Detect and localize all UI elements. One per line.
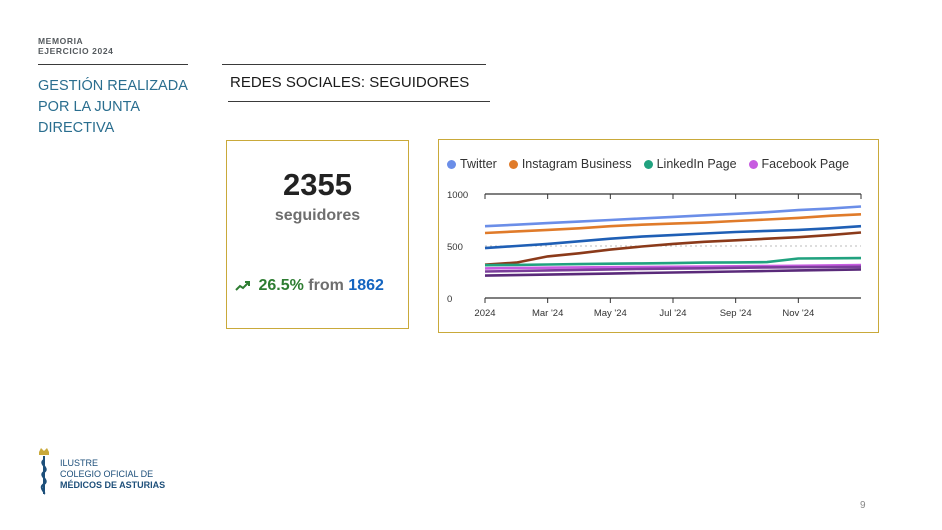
series-line-0 bbox=[484, 205, 862, 228]
growth-previous-value: 1862 bbox=[348, 277, 384, 294]
series-line-2 bbox=[484, 224, 862, 250]
section-title: GESTIÓN REALIZADA POR LA JUNTA DIRECTIVA bbox=[38, 78, 188, 136]
y-tick-label: 0 bbox=[447, 294, 452, 305]
growth-indicator: 26.5% from 1862 bbox=[235, 277, 384, 295]
legend-label: LinkedIn Page bbox=[656, 157, 737, 171]
logo-line-1: ILUSTRE bbox=[60, 458, 99, 468]
legend-dot-icon bbox=[508, 159, 518, 169]
legend-label: Instagram Business bbox=[521, 157, 632, 171]
header-rule-right bbox=[222, 64, 486, 65]
logo-line-2: COLEGIO OFICIAL DE bbox=[60, 469, 154, 479]
x-tick-label: Nov '24 bbox=[782, 308, 814, 319]
series-line-1 bbox=[484, 213, 862, 235]
trending-up-icon bbox=[235, 280, 250, 291]
legend-dot-icon bbox=[447, 159, 456, 169]
x-tick-label: Mar '24 bbox=[532, 308, 563, 319]
followers-line-chart: Twitter Instagram Business LinkedIn Page Fa… bbox=[438, 139, 879, 333]
series-line-6 bbox=[484, 265, 862, 273]
chart-legend: Twitter Instagram Business LinkedIn Page Fa… bbox=[447, 157, 849, 171]
legend-dot-icon bbox=[748, 159, 758, 169]
followers-label: seguidores bbox=[274, 207, 361, 224]
series-line-3 bbox=[484, 231, 862, 266]
x-tick-label: Sep '24 bbox=[720, 308, 752, 319]
series-line-5 bbox=[484, 263, 862, 270]
y-tick-label: 500 bbox=[447, 242, 463, 253]
legend-label: Twitter bbox=[460, 157, 497, 171]
slide-title-underline bbox=[228, 101, 490, 102]
legend-item: Twitter bbox=[447, 157, 497, 171]
college-logo: ILUSTRE COLEGIO OFICIAL DE MÉDICOS DE AS… bbox=[36, 446, 186, 498]
slide-title: REDES SOCIALES: SEGUIDORES bbox=[230, 74, 470, 91]
legend-label: Facebook Page bbox=[761, 157, 850, 171]
page-number: 9 bbox=[860, 500, 866, 511]
asclepius-crown-icon bbox=[39, 448, 49, 495]
logo-text: ILUSTRE COLEGIO OFICIAL DE MÉDICOS DE AS… bbox=[60, 458, 165, 491]
growth-percent: 26.5% bbox=[258, 277, 304, 294]
x-tick-label: May '24 bbox=[594, 308, 627, 319]
document-header: MEMORIA EJERCICIO 2024 bbox=[38, 36, 114, 56]
header-rule-left bbox=[38, 64, 188, 65]
followers-stat-card: 2355 seguidores 26.5% from 1862 bbox=[226, 140, 409, 329]
header-line-1: MEMORIA bbox=[38, 36, 84, 46]
followers-count: 2355 bbox=[283, 167, 352, 202]
x-tick-label: Jul '24 bbox=[659, 308, 686, 319]
legend-item: Instagram Business bbox=[508, 157, 632, 171]
series-line-7 bbox=[484, 268, 862, 277]
growth-from-word: from bbox=[308, 277, 344, 294]
logo-line-3: MÉDICOS DE ASTURIAS bbox=[60, 480, 166, 490]
chart-plot: 1000 500 0 2024 Mar '24 May '24 Jul '24 Sep '24… bbox=[447, 190, 862, 319]
header-line-2: EJERCICIO 2024 bbox=[38, 46, 114, 56]
y-tick-label: 1000 bbox=[447, 190, 468, 201]
legend-item: LinkedIn Page bbox=[643, 157, 737, 171]
x-tick-label: 2024 bbox=[474, 308, 495, 319]
series-line-4 bbox=[484, 256, 862, 267]
legend-item: Facebook Page bbox=[748, 157, 850, 171]
legend-dot-icon bbox=[643, 159, 653, 169]
